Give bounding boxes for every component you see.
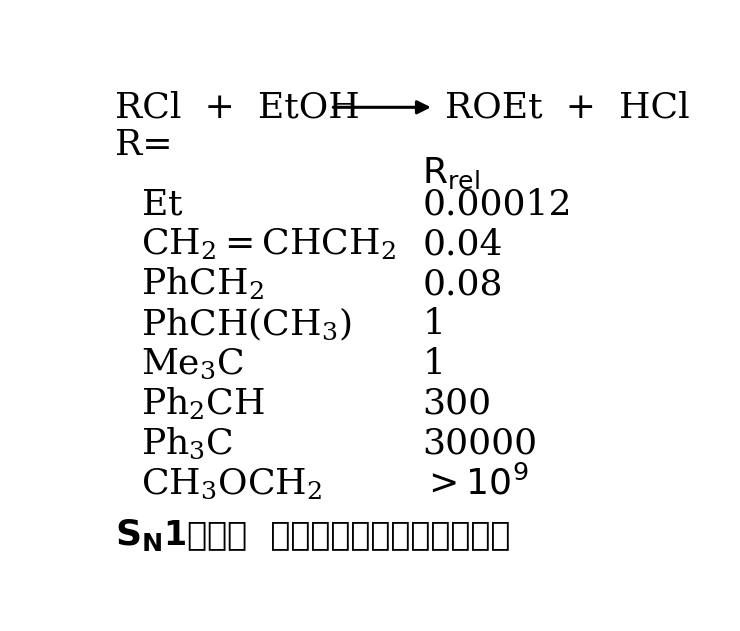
Text: $\mathregular{>10^9}$: $\mathregular{>10^9}$ (423, 465, 529, 502)
Text: $\mathregular{CH_3OCH_2}$: $\mathregular{CH_3OCH_2}$ (141, 466, 323, 501)
Text: $\mathregular{Et}$: $\mathregular{Et}$ (141, 187, 184, 221)
Text: $\mathregular{Ph_3C}$: $\mathregular{Ph_3C}$ (141, 426, 234, 461)
Text: $\mathregular{Ph_2CH}$: $\mathregular{Ph_2CH}$ (141, 386, 265, 422)
Text: ROEt  +  HCl: ROEt + HCl (445, 90, 690, 124)
Text: 0.04: 0.04 (423, 227, 502, 261)
Text: 30000: 30000 (423, 427, 537, 461)
Text: 1: 1 (423, 307, 445, 341)
Text: 1: 1 (423, 347, 445, 381)
Text: 0.00012: 0.00012 (423, 187, 572, 221)
Text: RCl  +  EtOH: RCl + EtOH (115, 90, 360, 124)
Text: $\mathregular{Me_3C}$: $\mathregular{Me_3C}$ (141, 346, 244, 381)
Text: 300: 300 (423, 387, 491, 421)
Text: $\mathregular{PhCH(CH_3)}$: $\mathregular{PhCH(CH_3)}$ (141, 305, 352, 343)
Text: $\mathregular{S_N}$: $\mathregular{S_N}$ (115, 517, 163, 553)
Text: R=: R= (115, 127, 173, 162)
Text: 0.08: 0.08 (423, 267, 502, 301)
Text: $\mathregular{R_{rel}}$: $\mathregular{R_{rel}}$ (423, 155, 480, 191)
Text: $\mathregular{CH_2{=}CHCH_2}$: $\mathregular{CH_2{=}CHCH_2}$ (141, 227, 396, 262)
Text: $\mathregular{PhCH_2}$: $\mathregular{PhCH_2}$ (141, 266, 264, 302)
Text: 1反应，  速度取决于碳正离子稳定性: 1反应， 速度取决于碳正离子稳定性 (164, 519, 511, 551)
